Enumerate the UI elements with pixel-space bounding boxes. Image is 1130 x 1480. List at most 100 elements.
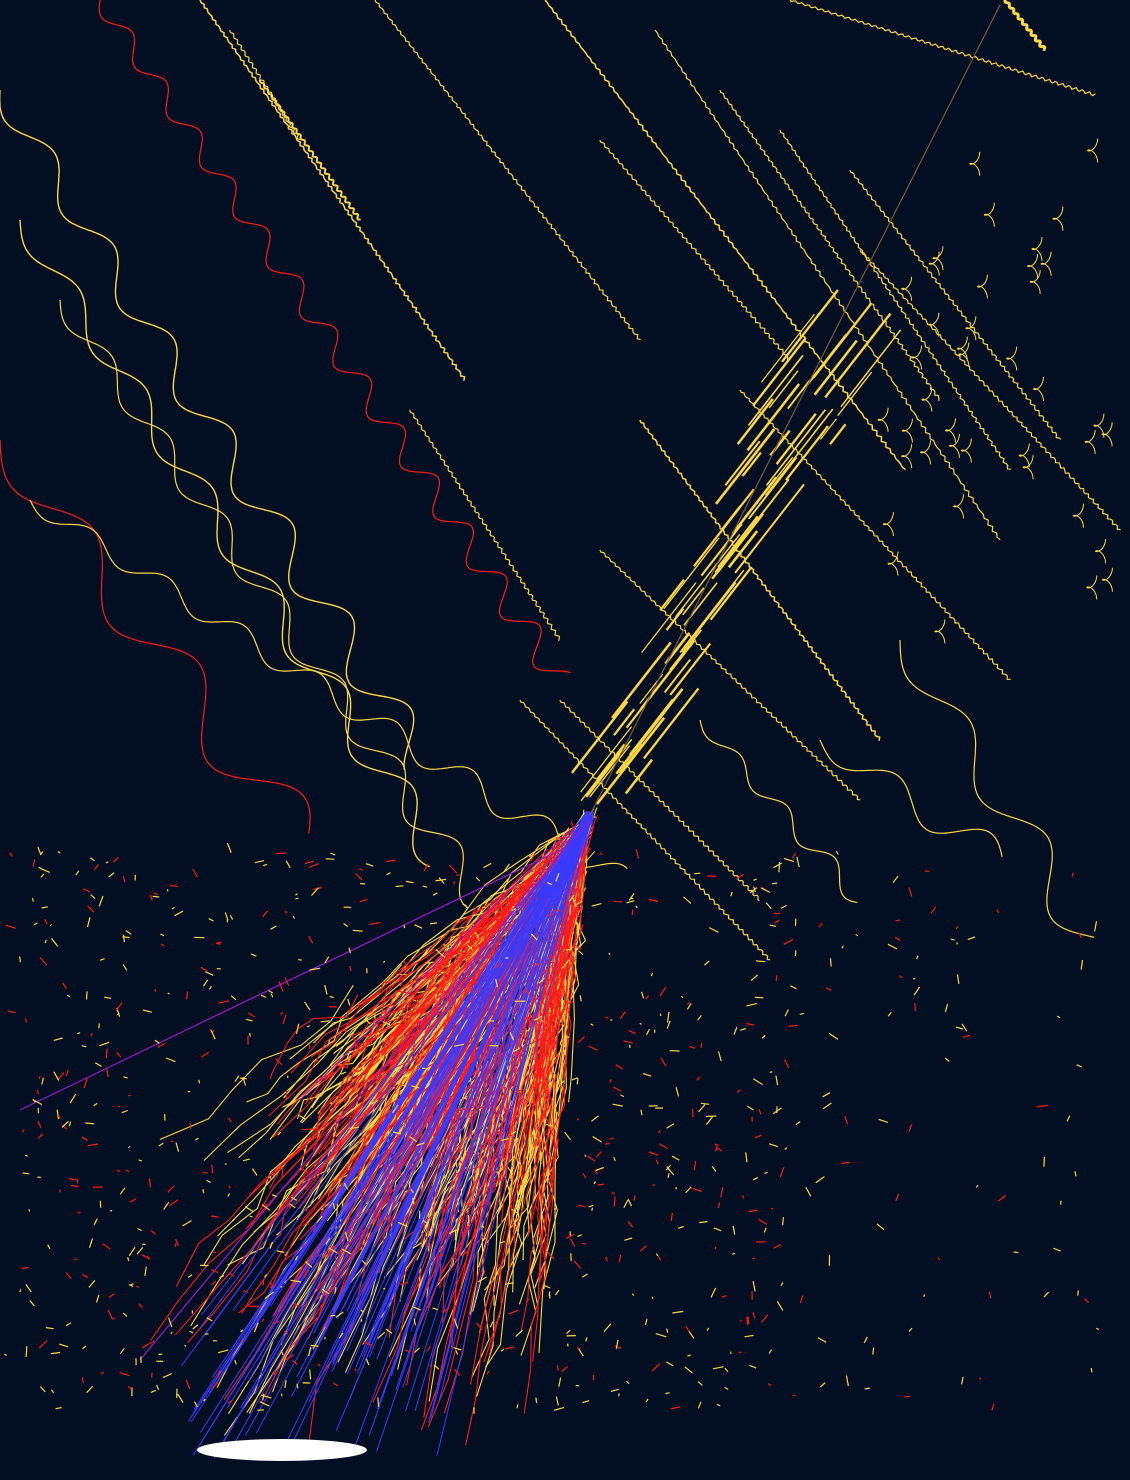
debris-speck <box>535 1397 538 1403</box>
gamma-track <box>596 743 626 781</box>
debris-speck <box>640 1109 643 1116</box>
debris-speck <box>618 1393 620 1397</box>
shower-track <box>265 1125 413 1385</box>
debris-speck <box>685 1325 690 1332</box>
debris-speck <box>55 1406 62 1410</box>
curl-track <box>958 342 970 367</box>
debris-speck <box>489 1321 494 1328</box>
debris-speck <box>93 1218 98 1226</box>
debris-speck <box>459 1160 463 1164</box>
debris-speck <box>1013 1251 1019 1254</box>
gamma-track <box>760 313 815 383</box>
debris-speck <box>280 1286 283 1288</box>
debris-speck <box>284 910 288 914</box>
debris-speck <box>700 1102 710 1105</box>
debris-speck <box>475 1322 483 1331</box>
shower-track <box>175 1076 393 1336</box>
debris-speck <box>495 978 499 988</box>
debris-speck <box>819 1382 826 1388</box>
debris-speck <box>281 1166 284 1178</box>
debris-speck <box>160 943 165 947</box>
shower-track <box>159 984 354 1141</box>
debris-speck <box>576 1346 581 1350</box>
debris-speck <box>122 876 126 883</box>
debris-speck <box>275 1320 280 1324</box>
shower-track <box>421 892 504 980</box>
debris-speck <box>269 1284 274 1288</box>
gamma-track <box>580 726 633 793</box>
debris-speck <box>81 1377 84 1383</box>
debris-speck <box>489 1166 493 1169</box>
curl-track <box>901 418 913 443</box>
debris-speck <box>337 1138 341 1145</box>
shower-track <box>241 1163 349 1314</box>
debris-speck <box>538 978 545 984</box>
shower-track <box>443 1073 522 1414</box>
shower-track <box>319 976 448 1119</box>
debris-speck <box>788 1024 798 1027</box>
debris-speck <box>369 921 380 926</box>
debris-speck <box>799 1295 804 1304</box>
gamma-track <box>736 398 774 445</box>
debris-speck <box>303 1269 310 1278</box>
debris-speck <box>482 1237 486 1241</box>
debris-speck <box>406 1133 411 1141</box>
debris-speck <box>157 1042 166 1049</box>
shower-track <box>552 858 584 1021</box>
gamma-track <box>734 483 805 574</box>
debris-speck <box>305 1222 310 1226</box>
debris-speck <box>341 1248 352 1255</box>
shower-track <box>323 1019 447 1205</box>
debris-speck <box>864 1387 870 1390</box>
debris-speck <box>558 1377 562 1387</box>
debris-speck <box>5 924 16 929</box>
curl-track <box>882 512 894 537</box>
debris-speck <box>650 972 654 977</box>
debris-speck <box>366 1020 371 1025</box>
debris-speck <box>697 1401 702 1409</box>
gamma-track <box>544 0 907 471</box>
shower-track <box>269 1047 378 1190</box>
debris-speck <box>338 1332 344 1339</box>
debris-speck <box>523 988 531 997</box>
debris-speck <box>77 1032 81 1035</box>
debris-speck <box>40 873 45 878</box>
debris-speck <box>213 1251 217 1254</box>
debris-speck <box>581 1273 588 1278</box>
debris-speck <box>65 1272 72 1279</box>
debris-speck <box>216 1370 221 1379</box>
debris-speck <box>410 1189 414 1193</box>
debris-speck <box>242 1158 250 1162</box>
shower-track <box>444 933 499 1028</box>
debris-speck <box>534 1204 539 1211</box>
debris-speck <box>605 1016 609 1019</box>
debris-speck <box>321 1288 330 1295</box>
gamma-track <box>589 745 631 798</box>
debris-speck <box>747 1316 750 1324</box>
debris-speck <box>698 1104 706 1113</box>
debris-speck <box>401 996 406 1002</box>
debris-speck <box>996 909 1000 913</box>
debris-speck <box>855 933 859 937</box>
gamma-track <box>663 537 720 610</box>
debris-speck <box>316 1215 323 1223</box>
shower-track <box>337 1009 412 1069</box>
debris-speck <box>547 913 555 918</box>
debris-speck <box>229 1272 235 1278</box>
debris-speck <box>746 1316 749 1325</box>
debris-speck <box>93 1102 98 1107</box>
debris-speck <box>278 981 284 992</box>
debris-speck <box>106 1068 109 1078</box>
debris-speck <box>82 1273 89 1278</box>
debris-speck <box>499 1241 506 1244</box>
curl-track <box>1031 236 1043 262</box>
shower-track <box>423 1091 510 1418</box>
debris-speck <box>961 1023 968 1032</box>
debris-speck <box>513 1047 521 1053</box>
shower-track <box>348 1082 403 1164</box>
gamma-track <box>624 758 653 795</box>
shower-track <box>187 1112 369 1344</box>
debris-speck <box>545 1129 551 1136</box>
debris-speck <box>730 891 733 897</box>
